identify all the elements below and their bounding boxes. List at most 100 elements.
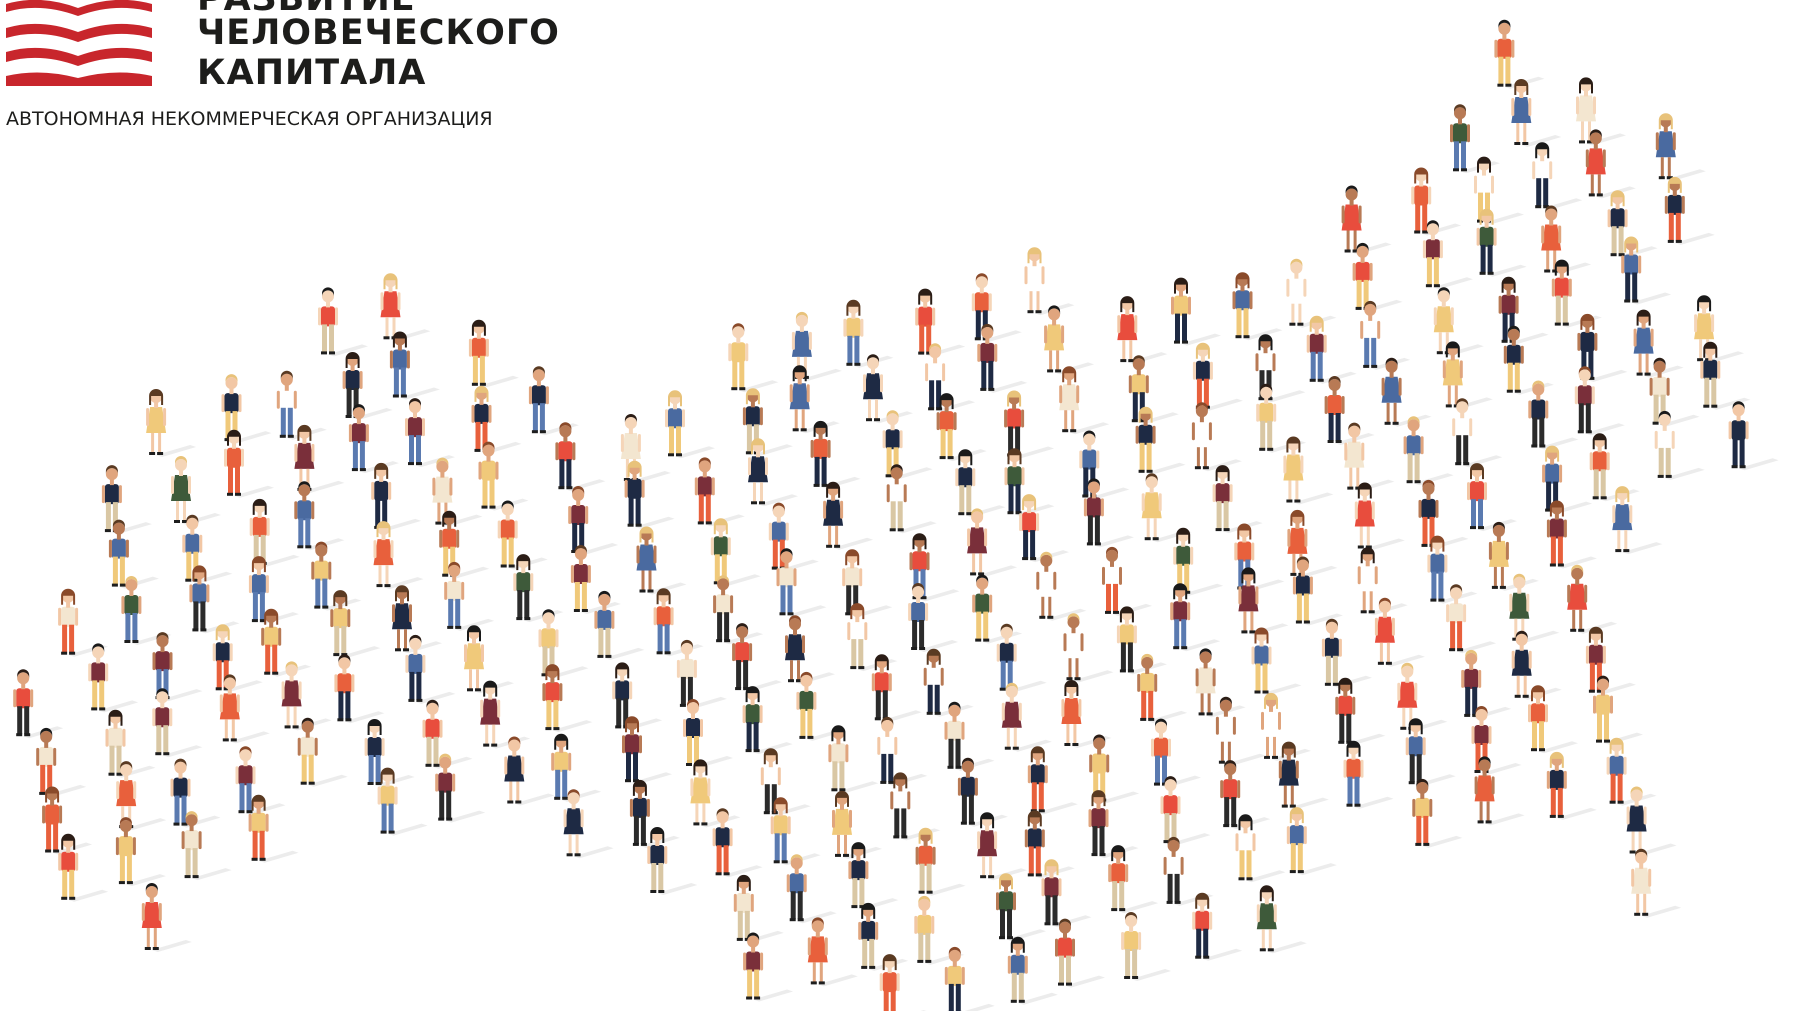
person [1044, 305, 1094, 374]
person [1504, 326, 1554, 395]
person [1059, 366, 1109, 434]
person [1586, 627, 1636, 695]
person [1002, 683, 1052, 752]
person [1283, 437, 1333, 505]
person [787, 854, 837, 923]
person [480, 681, 530, 749]
person [1499, 277, 1549, 345]
person [1360, 301, 1410, 370]
person [1287, 807, 1337, 875]
person [967, 508, 1017, 577]
person [594, 591, 644, 660]
person [1452, 398, 1502, 467]
person [1404, 416, 1454, 485]
person [1344, 741, 1394, 809]
person [1475, 756, 1525, 825]
person [1656, 113, 1706, 181]
person [883, 410, 933, 479]
person [224, 430, 274, 498]
person [695, 457, 745, 526]
person [472, 386, 522, 454]
person [713, 808, 763, 877]
person [1467, 463, 1517, 531]
person [1547, 752, 1597, 820]
person [1419, 480, 1469, 549]
person [977, 324, 1027, 393]
person [1307, 316, 1357, 384]
person [1238, 567, 1288, 635]
person [88, 643, 138, 712]
person [152, 688, 202, 757]
person [1729, 401, 1779, 470]
person [734, 875, 784, 943]
person [1700, 342, 1750, 410]
person [1631, 849, 1681, 918]
person [146, 389, 196, 457]
person [1322, 619, 1372, 688]
person [743, 686, 793, 754]
person [916, 828, 966, 896]
page-body: РАЗВИТИЕ ЧЕЛОВЕЧЕСКОГО КАПИТАЛА АВТОНОМН… [0, 0, 1796, 1011]
person [777, 548, 827, 617]
person [504, 737, 554, 806]
person [1593, 676, 1643, 745]
person [683, 699, 733, 768]
person [555, 422, 605, 491]
person [371, 463, 421, 531]
person [1171, 278, 1221, 346]
person [848, 842, 898, 910]
person [1025, 247, 1075, 315]
person [213, 624, 263, 692]
person [1008, 937, 1058, 1005]
person [294, 481, 344, 550]
person [1528, 381, 1578, 450]
person [847, 603, 897, 671]
person [1257, 885, 1307, 953]
person [654, 588, 704, 656]
person [435, 754, 485, 823]
person [1450, 104, 1500, 173]
person [1233, 272, 1283, 340]
person [977, 812, 1027, 880]
person [1509, 574, 1559, 643]
person [1121, 912, 1171, 981]
person [1036, 552, 1086, 621]
person [1161, 776, 1211, 845]
person [1028, 746, 1078, 814]
person [1665, 177, 1715, 245]
person [1406, 718, 1456, 786]
person [1423, 220, 1473, 289]
person [1342, 186, 1392, 255]
person [1293, 557, 1343, 626]
person [1102, 547, 1152, 616]
person [1511, 79, 1561, 147]
person [1064, 613, 1114, 682]
person [622, 716, 672, 784]
person [828, 725, 878, 793]
person [102, 465, 152, 534]
person [1236, 814, 1286, 882]
person [374, 521, 424, 589]
person [1055, 919, 1105, 988]
person [1151, 719, 1201, 788]
person [1129, 355, 1179, 424]
person [728, 323, 778, 392]
person [142, 883, 192, 952]
person [1494, 20, 1544, 89]
person [571, 545, 621, 614]
person [996, 873, 1046, 941]
person [823, 482, 873, 550]
person [469, 320, 519, 388]
person [390, 332, 440, 400]
person [1344, 423, 1394, 492]
person [1335, 678, 1385, 746]
person [1192, 402, 1242, 471]
person [1552, 260, 1602, 328]
person [171, 456, 221, 525]
person [1117, 296, 1167, 364]
person [625, 461, 675, 529]
person [381, 273, 431, 341]
person [1213, 465, 1263, 533]
person [568, 486, 618, 555]
person [711, 518, 761, 586]
